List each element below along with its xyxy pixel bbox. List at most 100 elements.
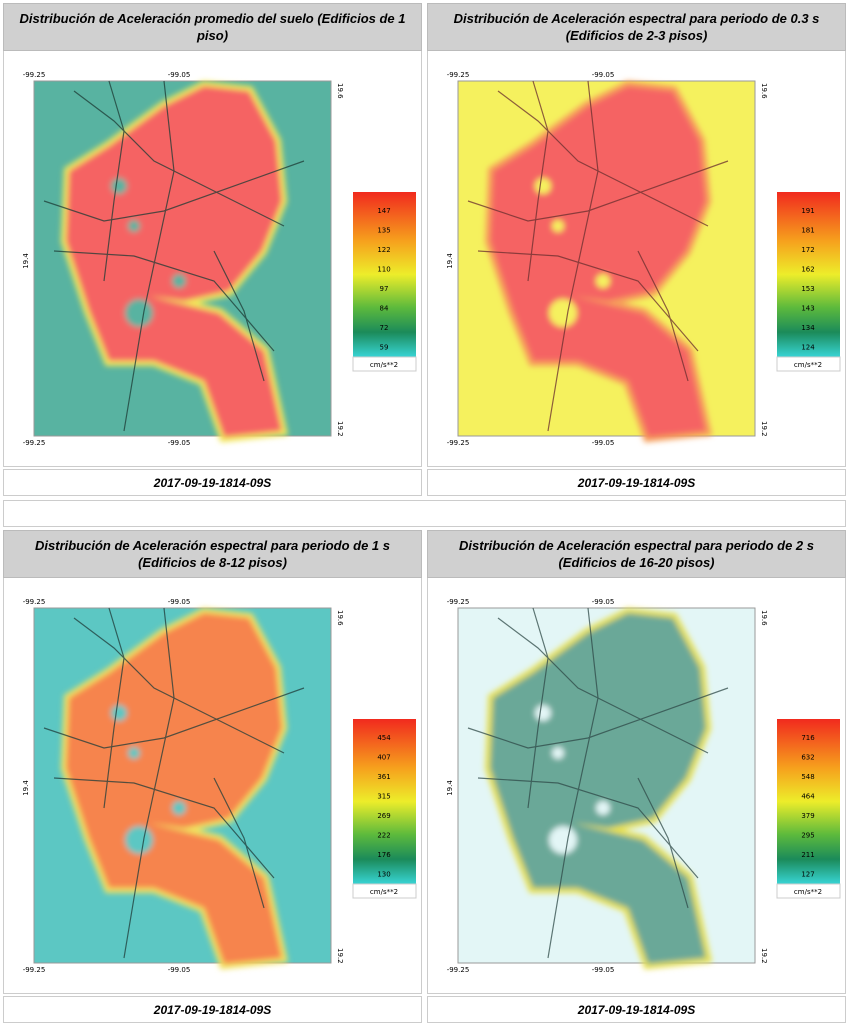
scale-label: 84 (380, 305, 389, 313)
scale-label: 407 (377, 754, 390, 762)
intensity-spot (125, 299, 153, 327)
road (477, 777, 699, 879)
panel: Distribución de Aceleración espectral pa… (427, 530, 846, 1023)
map: -99.25 -99.05 -99.25 -99.05 19.6 19.4 19.2 147 1… (22, 71, 417, 447)
road (123, 607, 175, 959)
scale-label: 72 (380, 324, 389, 332)
lat-label: 19.4 (446, 253, 454, 269)
scale-label: 379 (801, 812, 814, 820)
lat-label: 19.2 (760, 421, 768, 437)
lat-label: 19.2 (760, 948, 768, 964)
lon-label: -99.25 (23, 71, 46, 79)
scale-label: 716 (801, 734, 815, 742)
color-scale (777, 719, 840, 884)
map-area: -99.25 -99.05 -99.25 -99.05 19.6 19.4 19.2 191 1… (427, 51, 846, 467)
panel: Distribución de Aceleración espectral pa… (3, 530, 422, 1023)
road (103, 607, 125, 809)
lon-label: -99.05 (168, 71, 191, 79)
lon-label: -99.05 (592, 71, 615, 79)
lon-label: -99.25 (447, 71, 470, 79)
lon-label: -99.05 (168, 966, 191, 974)
lon-label: -99.25 (23, 598, 46, 606)
road (43, 160, 305, 222)
lat-label: 19.6 (760, 83, 768, 99)
intensity (60, 80, 289, 443)
scale-label: 122 (377, 246, 390, 254)
intensity-core (66, 613, 282, 964)
roads (43, 607, 305, 959)
road (497, 90, 709, 227)
lat-label: 19.4 (446, 780, 454, 796)
road (477, 250, 699, 352)
lon-label: -99.25 (23, 439, 46, 447)
lon-label: -99.05 (168, 439, 191, 447)
scale-label: 110 (377, 266, 390, 274)
scale-label: 632 (801, 754, 814, 762)
unit-box (776, 356, 841, 372)
roads (467, 607, 729, 959)
panel-date: 2017-09-19-1814-09S (3, 469, 422, 496)
scale-label: 181 (801, 227, 814, 235)
scale-label: 130 (377, 871, 390, 879)
roads (467, 80, 729, 432)
scale-label: 135 (377, 227, 390, 235)
color-scale (777, 192, 840, 357)
road (103, 80, 125, 282)
intensity-spot (172, 274, 186, 288)
scale-label: 315 (377, 793, 390, 801)
scale-label: 222 (377, 832, 390, 840)
panel: Distribución de Aceleración promedio del… (3, 3, 422, 496)
panel: Distribución de Aceleración espectral pa… (427, 3, 846, 496)
intensity-spot (111, 178, 127, 194)
panel-title: Distribución de Aceleración espectral pa… (427, 530, 846, 578)
intensity-spot (111, 705, 127, 721)
road (637, 777, 689, 909)
scale-label: 162 (801, 266, 814, 274)
panel-date: 2017-09-19-1814-09S (3, 996, 422, 1023)
lon-label: -99.05 (592, 439, 615, 447)
lat-label: 19.4 (22, 253, 30, 269)
scale-label: 172 (801, 246, 814, 254)
lon-label: -99.05 (168, 598, 191, 606)
intensity-core (490, 86, 706, 437)
panel-date: 2017-09-19-1814-09S (427, 996, 846, 1023)
scale-label: 211 (801, 851, 814, 859)
intensity-spot (535, 705, 551, 721)
panel-title: Distribución de Aceleración espectral pa… (3, 530, 422, 578)
intensity-spot (596, 274, 610, 288)
map: -99.25 -99.05 -99.25 -99.05 19.6 19.4 19.2 454 4… (22, 598, 417, 974)
lon-label: -99.25 (447, 439, 470, 447)
lon-label: -99.05 (592, 966, 615, 974)
intensity-spot (535, 178, 551, 194)
lon-label: -99.05 (592, 598, 615, 606)
lat-label: 19.2 (336, 421, 344, 437)
scale-label: 361 (377, 773, 390, 781)
lon-label: -99.25 (23, 966, 46, 974)
intensity-spot (172, 801, 186, 815)
map-area: -99.25 -99.05 -99.25 -99.05 19.6 19.4 19.2 147 1… (3, 51, 422, 467)
color-scale (353, 719, 416, 884)
road (527, 80, 549, 282)
map: -99.25 -99.05 -99.25 -99.05 19.6 19.4 19.2 716 6… (446, 598, 841, 974)
scale-unit: cm/s**2 (794, 361, 822, 369)
intensity-core (490, 613, 706, 964)
lat-label: 19.6 (336, 610, 344, 626)
panel-title: Distribución de Aceleración espectral pa… (427, 3, 846, 51)
road (213, 777, 265, 909)
intensity-core (66, 86, 282, 437)
scale-unit: cm/s**2 (370, 361, 398, 369)
map-area: -99.25 -99.05 -99.25 -99.05 19.6 19.4 19.2 716 6… (427, 578, 846, 994)
road (637, 250, 689, 382)
spacer (3, 500, 846, 527)
intensity (484, 80, 713, 443)
road (53, 777, 275, 879)
scale-label: 134 (801, 324, 815, 332)
lat-label: 19.4 (22, 780, 30, 796)
roads (43, 80, 305, 432)
scale-label: 269 (377, 812, 390, 820)
lat-label: 19.6 (760, 610, 768, 626)
scale-label: 143 (801, 305, 814, 313)
intensity-spot (549, 299, 577, 327)
scale-unit: cm/s**2 (794, 888, 822, 896)
